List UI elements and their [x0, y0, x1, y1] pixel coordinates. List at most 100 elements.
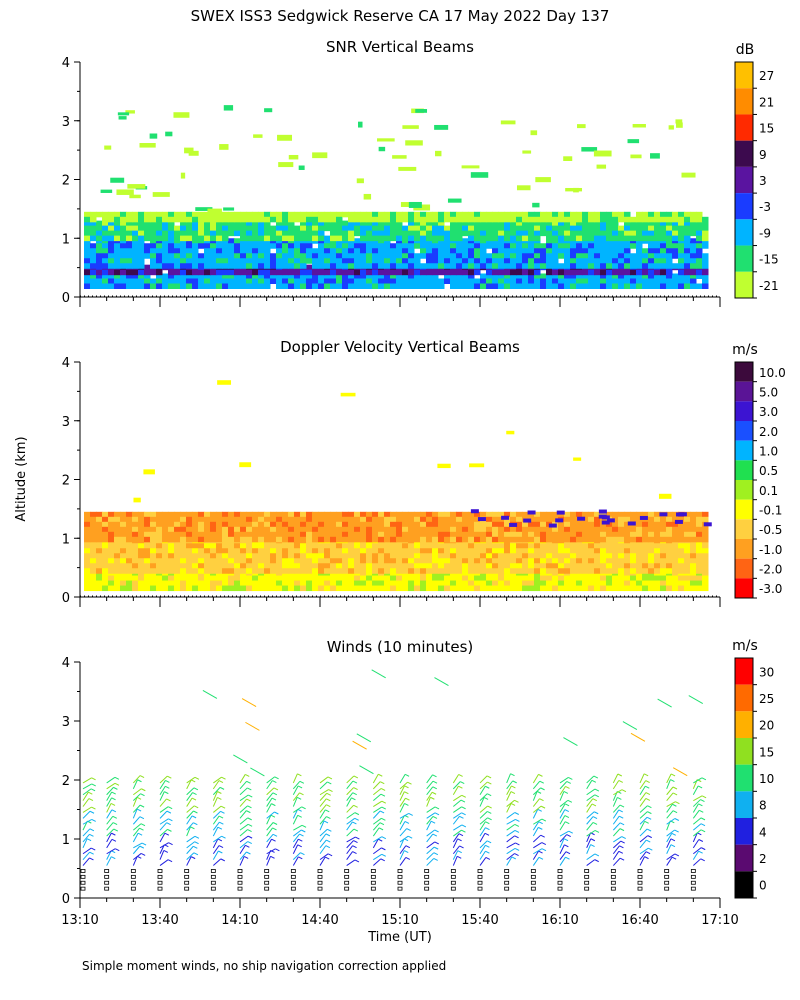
heatmap-cell	[702, 563, 709, 569]
heatmap-cell	[456, 258, 463, 264]
wind-barb-flag	[434, 829, 439, 833]
heatmap-cell	[366, 248, 373, 254]
heatmap-cell	[336, 225, 343, 232]
wind-barb	[639, 816, 648, 825]
wind-barb	[319, 789, 329, 796]
heatmap-cell	[636, 548, 643, 554]
wind-barb-flag	[539, 780, 544, 784]
heatmap-cell	[348, 558, 355, 564]
wind-barb-flag	[141, 842, 147, 846]
velocity-patch	[477, 517, 486, 522]
heatmap-cell	[558, 211, 565, 218]
heatmap-cell	[420, 243, 427, 249]
heatmap-cell	[426, 273, 433, 279]
wind-barb	[506, 835, 515, 843]
heatmap-cell	[150, 243, 157, 249]
heatmap-cell	[378, 211, 385, 218]
heatmap-cell	[576, 230, 583, 237]
wind-barb	[319, 845, 327, 855]
wind-barb-flag	[568, 830, 573, 834]
heatmap-cell	[318, 521, 325, 528]
colorbar-swatch	[735, 791, 753, 818]
heatmap-cell	[114, 225, 121, 232]
heatmap-cell	[672, 283, 679, 289]
heatmap-cell	[408, 225, 415, 232]
heatmap-cell	[534, 511, 541, 518]
heatmap-cell	[192, 269, 199, 276]
heatmap-cell	[492, 563, 499, 569]
heatmap-cell	[384, 243, 391, 249]
heatmap-cell	[312, 211, 319, 218]
heatmap-cell	[456, 536, 463, 543]
heatmap-cell	[432, 568, 439, 574]
heatmap-cell	[678, 243, 685, 249]
heatmap-cell	[426, 225, 433, 232]
heatmap-cell	[186, 585, 193, 592]
heatmap-cell	[180, 511, 187, 518]
heatmap-cell	[300, 536, 307, 543]
heatmap-cell	[648, 211, 655, 218]
heatmap-cell	[660, 253, 667, 259]
y-tick-label: 1	[62, 833, 70, 848]
wind-barb-flag	[515, 818, 520, 822]
heatmap-cell	[354, 516, 361, 523]
heatmap-cell	[408, 575, 415, 582]
heatmap-cell	[180, 536, 187, 543]
heatmap-cell	[114, 521, 121, 528]
heatmap-cell	[306, 230, 313, 237]
heatmap-cell	[138, 511, 145, 518]
heatmap-cell	[234, 263, 241, 269]
heatmap-cell	[486, 278, 493, 284]
heatmap-cell	[168, 558, 175, 564]
heatmap-cell	[546, 568, 553, 574]
heatmap-cell	[150, 253, 157, 259]
heatmap-cell	[462, 238, 469, 244]
heatmap-cell	[678, 263, 685, 269]
heatmap-cell	[456, 243, 463, 249]
wind-barb	[692, 785, 699, 795]
heatmap-cell	[576, 248, 583, 254]
heatmap-cell	[528, 243, 535, 249]
heatmap-cell	[642, 531, 649, 538]
heatmap-cell	[342, 536, 349, 543]
heatmap-cell	[132, 278, 139, 284]
heatmap-cell	[126, 568, 133, 574]
heatmap-cell	[150, 575, 157, 582]
heatmap-cell	[690, 253, 697, 259]
heatmap-cell	[294, 521, 301, 528]
heatmap-cell	[570, 278, 577, 284]
heatmap-cell	[360, 526, 367, 533]
heatmap-cell	[600, 230, 607, 237]
wind-barb-flag	[380, 793, 386, 797]
heatmap-cell	[120, 568, 127, 574]
heatmap-cell	[642, 269, 649, 276]
heatmap-cell	[288, 553, 295, 559]
heatmap-cell	[684, 269, 691, 276]
wind-barb-flag	[272, 780, 277, 784]
heatmap-cell	[354, 575, 361, 582]
heatmap-cell	[144, 273, 151, 279]
heatmap-cell	[450, 521, 457, 528]
heatmap-cell	[678, 536, 685, 543]
heatmap-cell	[612, 243, 619, 249]
wind-barb	[319, 804, 327, 813]
heatmap-cell	[210, 536, 217, 543]
heatmap-cell	[588, 211, 595, 218]
heatmap-cell	[222, 235, 229, 242]
wind-barb-flag	[299, 833, 304, 837]
heatmap-cell	[426, 253, 433, 259]
wind-barb-flag	[514, 799, 519, 803]
wind-barb-flag	[593, 775, 599, 779]
heatmap-cell	[162, 258, 169, 264]
heatmap-cell	[336, 526, 343, 533]
heatmap-cell	[582, 220, 589, 227]
wind-barb	[612, 845, 620, 855]
wind-barb-flag	[619, 828, 625, 832]
colorbar-swatch	[735, 421, 753, 441]
heatmap-cell	[216, 526, 223, 533]
calm-marker	[690, 869, 696, 873]
heatmap-cell	[354, 269, 361, 276]
heatmap-cell	[306, 568, 313, 574]
heatmap-cell	[540, 225, 547, 232]
heatmap-cell	[240, 521, 247, 528]
